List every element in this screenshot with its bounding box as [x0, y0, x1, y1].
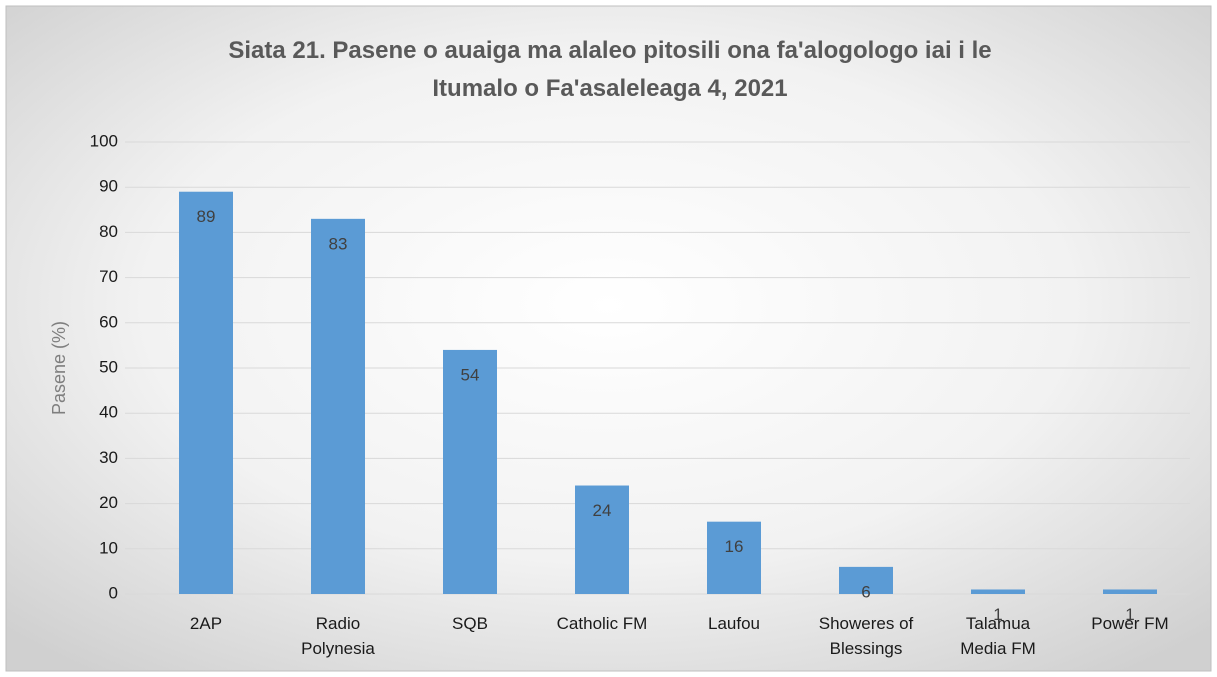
data-label: 1 [1125, 605, 1134, 624]
bar [971, 589, 1025, 594]
x-tick-label: Power FM [1091, 614, 1168, 633]
data-label: 24 [593, 501, 612, 520]
data-label: 1 [993, 605, 1002, 624]
x-tick-label: 2AP [190, 614, 222, 633]
bar [311, 218, 365, 594]
chart-title: Siata 21. Pasene o auaiga ma alaleo pito… [228, 37, 991, 102]
x-tick-label: Catholic FM [557, 614, 648, 633]
bar [707, 521, 761, 594]
x-tick-label: Talamua Media FM [960, 614, 1036, 658]
bar [179, 191, 233, 594]
y-tick-label: 40 [99, 403, 118, 422]
y-axis-title: Pasene (%) [49, 321, 69, 415]
x-tick-label: Showeres of Blessings [819, 614, 914, 658]
bar [839, 566, 893, 594]
bar [1103, 589, 1157, 594]
y-tick-label: 100 [90, 131, 118, 150]
x-tick-label: SQB [452, 614, 488, 633]
y-tick-label: 30 [99, 448, 118, 467]
data-label: 6 [861, 582, 870, 601]
y-tick-label: 60 [99, 312, 118, 331]
data-label: 16 [725, 537, 744, 556]
data-label: 83 [329, 234, 348, 253]
data-label: 89 [197, 207, 216, 226]
y-tick-label: 10 [99, 538, 118, 557]
x-tick-label: Radio Polynesia [301, 614, 375, 658]
y-tick-label: 90 [99, 177, 118, 196]
data-label: 54 [461, 365, 480, 384]
x-tick-label: Laufou [708, 614, 760, 633]
bar [443, 349, 497, 594]
y-tick-label: 0 [109, 583, 118, 602]
y-tick-label: 20 [99, 493, 118, 512]
bar [575, 485, 629, 594]
y-tick-label: 70 [99, 267, 118, 286]
y-tick-label: 50 [99, 357, 118, 376]
y-tick-label: 80 [99, 222, 118, 241]
